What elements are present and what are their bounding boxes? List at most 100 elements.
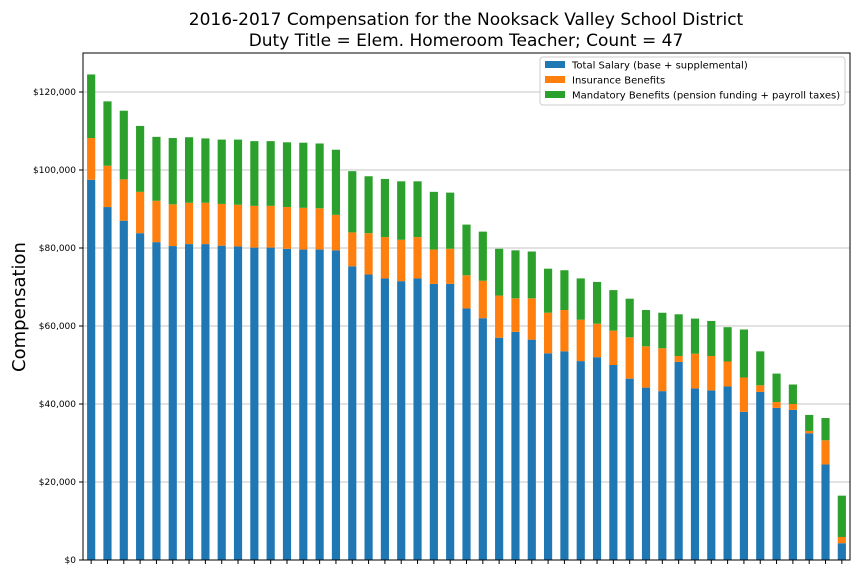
bar-segment-s1-31 [592,323,602,358]
bar-segment-s2-37 [690,318,700,354]
y-tick-label: $0 [65,556,77,566]
bar-segment-s2-42 [772,373,781,403]
bar-segment-s2-6 [184,137,194,203]
bar-segment-s1-15 [331,214,341,251]
y-tick-label: $100,000 [33,166,76,176]
bar-segment-s2-29 [560,270,569,311]
bar-segment-s0-34 [641,387,651,560]
bar-segment-s1-8 [217,203,226,246]
bar-segment-s0-15 [331,250,341,560]
bar-segment-s1-25 [495,295,504,338]
bar-segment-s2-16 [348,171,357,233]
bar-segment-s2-5 [168,138,177,205]
bar-segment-s0-24 [478,318,487,560]
bar-segment-s1-3 [136,191,145,234]
bar-segment-s0-36 [674,361,683,560]
bar-segment-s2-45 [821,418,830,441]
bar-segment-s1-29 [560,310,569,352]
bar-segment-s1-32 [609,330,618,365]
bar-segment-s2-23 [462,224,471,276]
bar-segment-s1-1 [103,165,112,208]
bar-segment-s1-34 [641,346,651,388]
bar-segment-s1-37 [690,353,700,389]
bar-segment-s0-9 [233,246,243,560]
bar-segment-s1-4 [152,200,161,243]
bar-segment-s0-28 [544,353,553,560]
bar-segment-s0-40 [739,411,749,560]
bar-segment-s2-44 [805,414,814,431]
bar-segment-s0-4 [152,242,161,560]
bar-segment-s0-45 [821,464,830,560]
bar-segment-s0-0 [87,179,96,560]
bar-segment-s1-14 [315,208,324,250]
bar-segment-s2-9 [233,139,243,205]
bar-segment-s2-22 [446,192,455,249]
bar-segment-s0-1 [103,207,112,561]
bar-segment-s0-22 [446,283,455,560]
y-tick-label: $20,000 [39,478,76,488]
bar-segment-s2-36 [674,314,683,357]
bar-segment-s1-27 [527,298,536,340]
bar-segment-s0-20 [413,278,422,560]
bar-segment-s2-12 [282,142,292,208]
bar-segment-s0-18 [380,278,389,560]
bar-segment-s2-20 [413,181,422,238]
bar-segment-s1-44 [805,430,814,434]
bar-segment-s2-21 [429,191,438,250]
legend: Total Salary (base + supplemental) Insura… [539,56,846,106]
bar-segment-s1-2 [119,179,128,221]
bar-segment-s2-15 [331,149,341,215]
bar-segment-s1-38 [707,356,716,391]
bar-segment-s1-26 [511,298,520,332]
y-axis-label: Compensation [9,242,30,372]
bar-segment-s2-4 [152,136,161,201]
legend-swatch [545,76,565,83]
bar-segment-s1-6 [184,202,194,245]
bar-segment-s2-14 [315,143,324,209]
bar-segment-s0-25 [495,337,504,560]
bar-segment-s0-30 [576,361,585,560]
bar-segment-s2-38 [707,320,716,357]
bar-segment-s1-45 [821,440,830,465]
legend-swatch [545,91,565,98]
bar-segment-s1-42 [772,402,781,408]
bar-segment-s2-26 [511,250,520,299]
bar-segment-s0-21 [429,283,438,560]
bar-segment-s0-32 [609,365,618,560]
bar-segment-s1-46 [837,536,846,544]
y-tick-label: $80,000 [39,244,76,254]
bar-segment-s2-3 [136,125,145,192]
bar-segment-s1-9 [233,204,243,247]
bar-segment-s2-28 [544,268,553,313]
bars-group [87,74,846,561]
bar-segment-s0-23 [462,308,471,560]
bar-segment-s0-3 [136,233,145,560]
bar-segment-s2-34 [641,310,651,347]
bar-segment-s1-39 [723,361,732,387]
bar-segment-s1-5 [168,204,177,247]
chart-subtitle: Duty Title = Elem. Homeroom Teacher; Cou… [249,31,684,51]
legend-label: Total Salary (base + supplemental) [571,61,748,72]
bar-segment-s0-5 [168,246,177,561]
bar-segment-s2-10 [250,141,259,206]
bar-segment-s0-7 [201,244,210,560]
bar-segment-s2-2 [119,110,128,180]
bar-segment-s1-23 [462,275,471,309]
bar-segment-s1-11 [266,205,275,248]
bar-segment-s2-18 [380,178,389,238]
legend-label: Mandatory Benefits (pension funding + pa… [572,91,840,102]
bar-segment-s0-27 [527,339,536,560]
bar-segment-s0-6 [184,244,194,560]
bar-segment-s1-13 [299,207,308,250]
bar-segment-s2-46 [837,495,846,537]
bar-segment-s0-19 [397,281,406,560]
bar-segment-s0-33 [625,378,634,560]
bar-segment-s2-33 [625,298,634,338]
bar-segment-s1-21 [429,249,438,284]
bar-segment-s0-13 [299,249,308,560]
bar-segment-s2-35 [658,312,667,349]
y-tick-label: $60,000 [39,322,76,332]
bar-segment-s1-30 [576,319,585,362]
bar-segment-s2-8 [217,139,226,204]
y-tick-label: $120,000 [33,88,76,98]
